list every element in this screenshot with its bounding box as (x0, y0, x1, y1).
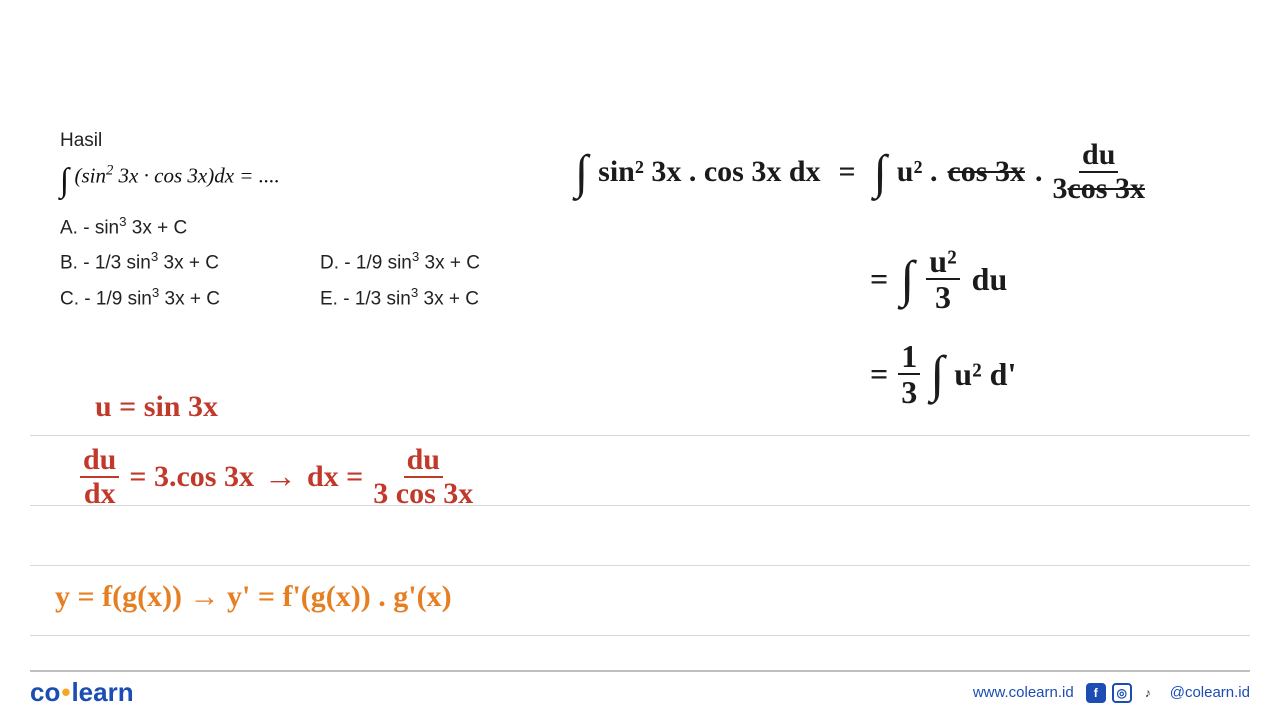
tiktok-icon: ♪ (1138, 683, 1158, 703)
work-line-2: = ∫ u²3 du (870, 245, 1007, 313)
arrow-icon: → (264, 459, 297, 496)
brand-logo: co•learn (30, 677, 134, 708)
work-u2d: u² d' (954, 356, 1016, 393)
eq-sign: = (870, 356, 888, 393)
ruled-line (30, 635, 1250, 636)
work-line-1: ∫ sin² 3x . cos 3x dx = ∫ u² . cos 3x . … (575, 140, 1145, 204)
work-rhs-u: u² . (897, 155, 938, 189)
substitution-u: u = sin 3x (95, 390, 218, 424)
dx-equals: dx = (307, 460, 363, 494)
frac-den: 3cos 3x (1052, 173, 1145, 204)
frac-den: 3 (935, 280, 951, 313)
footer: co•learn www.colearn.id f ◎ ♪ @colearn.i… (30, 677, 1250, 708)
option-c: C. - 1/9 sin3 3x + C (60, 285, 300, 310)
frac-den: dx (84, 478, 116, 509)
work-lhs: sin² 3x . cos 3x dx (598, 155, 820, 189)
problem-expression: ∫ (sin2 3x · cos 3x)dx = .... (60, 162, 560, 200)
instagram-icon: ◎ (1112, 683, 1132, 703)
work-du: du (972, 261, 1008, 298)
frac-num: 1 (898, 340, 920, 375)
frac-num: du (80, 445, 119, 478)
answer-options: A. - sin3 3x + C B. - 1/3 sin3 3x + C C.… (60, 214, 560, 310)
option-b: B. - 1/3 sin3 3x + C (60, 249, 300, 274)
option-a: A. - sin3 3x + C (60, 214, 300, 239)
problem-block: Hasil ∫ (sin2 3x · cos 3x)dx = .... A. -… (60, 130, 560, 310)
frac-num: du (404, 445, 443, 478)
strike-cos: cos 3x (947, 155, 1025, 189)
social-icons: f ◎ ♪ (1086, 683, 1158, 703)
logo-dot: • (60, 677, 71, 707)
footer-handle: @colearn.id (1170, 684, 1250, 701)
frac-num: u² (926, 245, 959, 280)
option-e: E. - 1/3 sin3 3x + C (320, 285, 560, 310)
dudx-eq: = 3.cos 3x (129, 460, 254, 494)
frac-den: 3 (901, 375, 917, 408)
logo-co: co (30, 677, 60, 707)
ruled-line (30, 435, 1250, 436)
logo-learn: learn (71, 677, 133, 707)
problem-title: Hasil (60, 130, 560, 152)
work-line-3: = 13 ∫ u² d' (870, 340, 1016, 408)
chain-rule-line: y = f(g(x)) → y' = f'(g(x)) . g'(x) (55, 580, 452, 614)
frac-num: du (1079, 140, 1118, 173)
option-d: D. - 1/9 sin3 3x + C (320, 249, 560, 274)
footer-divider (30, 670, 1250, 672)
eq-sign: = (839, 155, 856, 189)
ruled-line (30, 565, 1250, 566)
footer-right: www.colearn.id f ◎ ♪ @colearn.id (973, 683, 1250, 703)
footer-url: www.colearn.id (973, 684, 1074, 701)
eq-sign: = (870, 261, 888, 298)
dot: . (1035, 155, 1043, 189)
frac-den: 3 cos 3x (373, 478, 473, 509)
facebook-icon: f (1086, 683, 1106, 703)
du-dx-line: dudx = 3.cos 3x → dx = du3 cos 3x (80, 445, 473, 509)
